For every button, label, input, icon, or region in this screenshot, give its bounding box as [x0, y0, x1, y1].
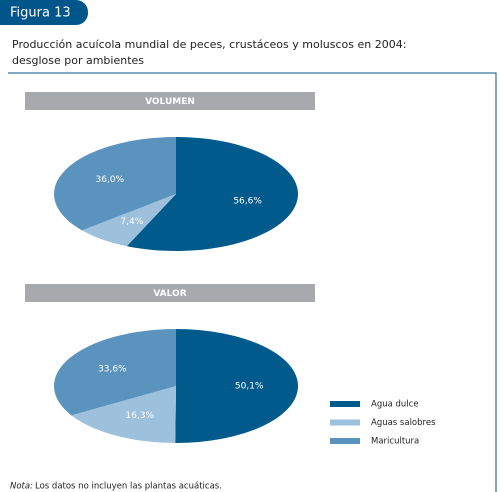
pie-slice: [53, 329, 176, 416]
data-label: 56,6%: [233, 197, 262, 207]
legend-swatch: [330, 438, 360, 444]
data-label: 7,4%: [120, 217, 143, 227]
pie-slice: [175, 329, 298, 443]
figure-label: Figura 13: [10, 6, 71, 21]
pie-slice: [126, 137, 299, 252]
legend-label: Maricultura: [371, 437, 419, 447]
data-label: 16,3%: [125, 411, 154, 421]
legend-swatch: [330, 401, 360, 407]
note-label: Nota:: [10, 482, 33, 492]
figure-tab: [0, 0, 89, 26]
title: Producción acuícola mundial de peces, cr…: [12, 38, 406, 51]
legend-label: Agua dulce: [371, 400, 419, 410]
data-label: 36,0%: [95, 175, 124, 185]
section-title: VOLUMEN: [145, 97, 195, 107]
section-bar: [25, 92, 315, 110]
legend-swatch: [330, 419, 360, 426]
legend-label: Aguas salobres: [371, 418, 436, 428]
section-bar: [25, 284, 315, 302]
note-text: Los datos no incluyen las plantas acuáti…: [35, 482, 222, 492]
pie-slice: [81, 194, 176, 247]
pie-slice: [71, 386, 176, 443]
section-title: VALOR: [153, 289, 186, 299]
data-label: 50,1%: [235, 382, 264, 392]
data-label: 33,6%: [98, 365, 127, 375]
frame: [8, 72, 497, 492]
title: desglose por ambientes: [12, 54, 144, 67]
pie-slice: [54, 137, 176, 231]
